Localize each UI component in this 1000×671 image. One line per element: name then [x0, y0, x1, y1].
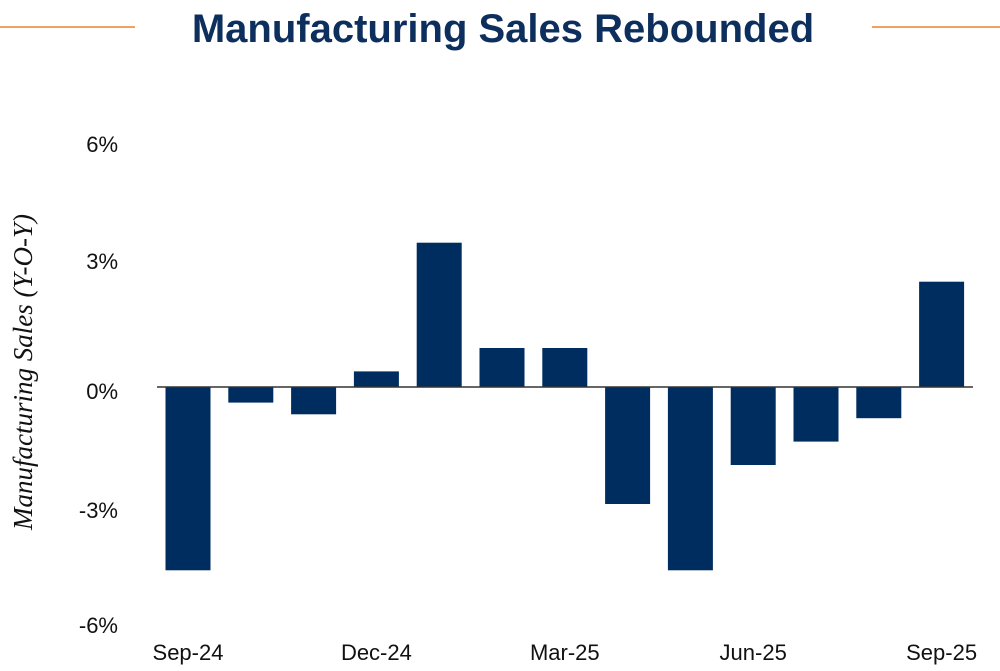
x-tick-label: Jun-25	[720, 640, 787, 665]
y-tick-label: -3%	[79, 498, 118, 523]
bar-aug-25	[856, 387, 902, 419]
x-tick-label: Sep-25	[906, 640, 977, 665]
bar-feb-25	[479, 348, 525, 387]
y-tick-label: 6%	[86, 132, 118, 157]
bar-nov-24	[291, 387, 337, 415]
x-tick-label: Mar-25	[530, 640, 600, 665]
bar-mar-25	[542, 348, 588, 387]
bar-jun-25	[730, 387, 776, 465]
bar-jul-25	[793, 387, 839, 442]
bar-oct-24	[228, 387, 274, 403]
y-axis-label: Manufacturing Sales (Y-O-Y)	[8, 214, 38, 531]
x-tick-label: Dec-24	[341, 640, 412, 665]
bar-sep-25	[919, 281, 965, 387]
bar-may-25	[667, 387, 713, 571]
y-tick-label: -6%	[79, 613, 118, 638]
bar-sep-24	[165, 387, 211, 571]
bar-dec-24	[353, 371, 399, 387]
bar-jan-25	[416, 242, 462, 387]
chart-title: Manufacturing Sales Rebounded	[192, 7, 814, 51]
y-tick-label: 0%	[86, 379, 118, 404]
y-tick-label: 3%	[86, 249, 118, 274]
x-tick-label: Sep-24	[153, 640, 224, 665]
bar-apr-25	[605, 387, 651, 504]
